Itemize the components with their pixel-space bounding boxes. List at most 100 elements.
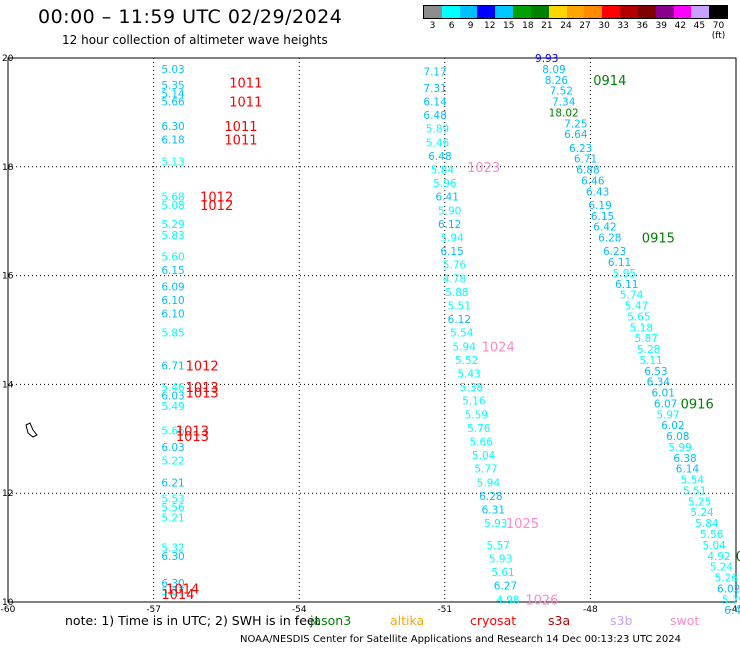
wave-height-label: 6.09	[161, 281, 184, 293]
wave-height-label: 6.11	[608, 257, 631, 269]
wave-height-label: 5.04	[702, 540, 726, 552]
wave-height-label: 8.26	[545, 75, 569, 87]
wave-height-label: 5.83	[161, 230, 184, 242]
wave-height-label: 18.02	[549, 107, 579, 119]
mission-label: altika	[390, 613, 425, 628]
wave-height-label: 4.78	[443, 273, 466, 285]
legend-swatch	[548, 6, 567, 18]
pass-time-label: 1011	[224, 120, 257, 135]
wave-height-label: 5.66	[161, 426, 185, 438]
wave-height-label: 6.08	[666, 431, 689, 443]
wave-height-label: 5.03	[161, 64, 184, 76]
pass-time-label: 1013	[186, 387, 219, 402]
pass-time-label: 1023	[467, 161, 500, 176]
wave-height-label: 5.93	[484, 518, 507, 530]
wave-height-label: 7.31	[423, 83, 446, 95]
wave-height-label: 6.42	[593, 222, 616, 234]
wave-height-label: 5.66	[161, 97, 185, 109]
wave-height-label: 5.38	[460, 382, 483, 394]
wave-height-label: 6.88	[576, 165, 599, 177]
pass-time-label: 0915	[642, 232, 675, 247]
legend-swatch	[424, 6, 442, 18]
wave-height-label: 7.17	[423, 67, 446, 79]
wave-height-label: 6.38	[673, 453, 696, 465]
pass-time-label: 1014	[161, 588, 194, 603]
wave-height-label: 5.52	[455, 355, 478, 367]
footer-credit: NOAA/NESDIS Center for Satellite Applica…	[240, 634, 682, 645]
legend-label: 24	[560, 21, 572, 31]
wave-height-label: 5.54	[450, 328, 474, 340]
wave-height-label: 5.93	[489, 553, 512, 565]
wave-height-label: 5.37	[161, 586, 184, 598]
wave-height-label: 6.15	[591, 211, 614, 223]
wave-height-label: 5.25	[688, 496, 711, 508]
wave-height-label: 5.54	[681, 475, 705, 487]
legend-swatch	[477, 6, 496, 18]
wave-height-label: 6.41	[436, 192, 459, 204]
wave-height-label: 5.32	[161, 543, 184, 555]
wave-height-label: 5.60	[161, 252, 184, 264]
legend-swatch	[584, 6, 603, 18]
legend-swatch	[620, 6, 638, 18]
pass-time-label: 1011	[229, 76, 262, 91]
wave-height-label: 5.77	[474, 464, 497, 476]
lon-tick-label: -45	[729, 605, 740, 615]
wave-height-label: 5.85	[161, 328, 184, 340]
wave-height-label: 5.76	[443, 260, 467, 272]
wave-height-label: 6.02	[717, 583, 740, 595]
wave-height-label: 6.01	[652, 388, 675, 400]
wave-height-label: 5.84	[431, 165, 455, 177]
wave-height-label: 5.94	[440, 233, 464, 245]
pass-time-label: 1011	[229, 96, 262, 111]
wave-height-label: 5.08	[161, 200, 184, 212]
page-title: 00:00 – 11:59 UTC 02/29/2024	[38, 6, 343, 28]
wave-height-label: 6.46	[581, 175, 605, 187]
wave-height-label: 6.15	[440, 246, 463, 258]
legend-label: 33	[617, 21, 629, 31]
pass-time-label: 1012	[200, 191, 233, 206]
wave-height-label: 5.88	[445, 287, 468, 299]
legend-label: 12	[483, 21, 496, 31]
wave-height-label: 5.95	[613, 268, 636, 280]
wave-height-label: 6.28	[598, 233, 621, 245]
wave-height-label: 6.19	[588, 200, 611, 212]
pass-time-label: 0914	[593, 74, 626, 89]
legend-swatch	[691, 6, 710, 18]
pass-time-label: 1014	[166, 582, 199, 597]
lon-tick-label: -51	[437, 605, 452, 615]
wave-height-label: 7.34	[552, 97, 576, 109]
wave-height-label: 5.94	[453, 341, 477, 353]
legend-swatch	[495, 6, 514, 18]
wave-height-label: 5.29	[161, 219, 184, 231]
island-outline	[25, 422, 38, 438]
legend-label: 27	[579, 21, 591, 31]
wave-height-label: 5.04	[472, 450, 496, 462]
legend-label: 18	[522, 21, 534, 31]
lat-tick-label: 16	[2, 272, 14, 282]
wave-height-label: 6.71	[574, 154, 597, 166]
legend-swatch	[513, 6, 531, 18]
wave-height-label: 5.22	[161, 456, 184, 468]
wave-height-label: 5.14	[161, 88, 185, 100]
legend-label: 45	[693, 21, 706, 31]
pass-time-label: 1025	[506, 517, 539, 532]
wave-height-label: 5.84	[695, 518, 719, 530]
wave-height-label: 5.28	[637, 344, 660, 356]
wave-height-label: 5.87	[635, 333, 658, 345]
wave-height-label: 5.24	[710, 562, 734, 574]
wave-height-label: 5.18	[630, 322, 653, 334]
lon-tick-label: -54	[292, 605, 307, 615]
color-legend	[423, 5, 728, 19]
wave-height-label: 5.65	[627, 311, 650, 323]
wave-height-label: 6.31	[482, 505, 505, 517]
wave-height-label: 5.16	[462, 396, 486, 408]
pass-time-label: 1012	[186, 359, 219, 374]
map-frame	[7, 57, 737, 603]
wave-height-label: 5.43	[457, 369, 480, 381]
pass-time-label: 1013	[176, 425, 209, 440]
wave-height-label: 6.21	[161, 477, 184, 489]
wave-height-label: 6.14	[423, 97, 447, 109]
color-legend-labels: 3 6 9 12 15 18 21 24 27 30 33 36 39 42 45 70 (ft)	[423, 21, 728, 41]
pass-time-label: 0	[736, 550, 740, 565]
wave-height-label: 6.23	[569, 143, 592, 155]
